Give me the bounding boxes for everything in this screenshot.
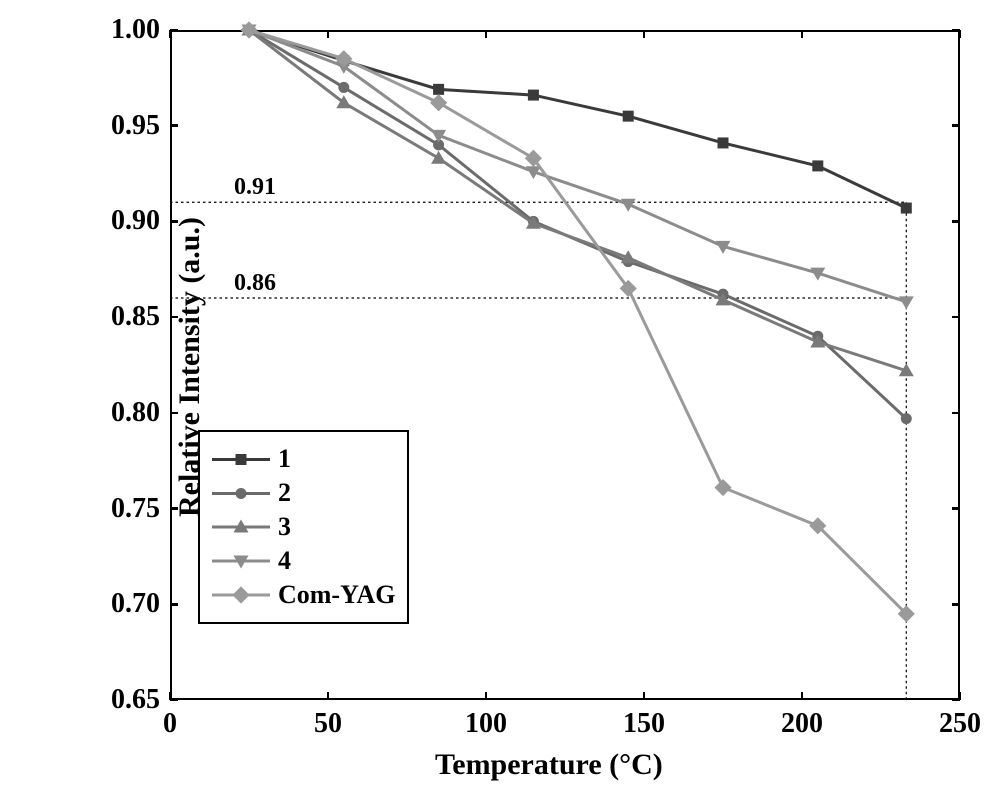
- legend-marker-icon: [212, 586, 270, 604]
- chart-container: Relative Intensity (a.u.) Temperature (°…: [0, 0, 1000, 793]
- legend-label: 2: [278, 478, 291, 508]
- x-tick-label: 200: [781, 708, 823, 740]
- x-tick-label: 100: [465, 708, 507, 740]
- y-tick: [952, 412, 960, 415]
- legend-marker-icon: [212, 552, 270, 570]
- y-tick: [170, 124, 178, 127]
- reference-line-label: 0.86: [234, 270, 276, 297]
- x-tick-label: 50: [314, 708, 342, 740]
- legend-item: 2: [212, 478, 395, 508]
- y-tick: [952, 603, 960, 606]
- y-tick: [170, 29, 178, 32]
- y-tick-label: 0.95: [111, 110, 160, 142]
- y-tick: [952, 29, 960, 32]
- x-tick-label: 250: [939, 708, 981, 740]
- x-tick: [801, 30, 804, 38]
- legend-marker-icon: [212, 451, 270, 468]
- legend-box: 1 2 3 4 Com-YAG: [198, 430, 409, 624]
- y-tick: [952, 124, 960, 127]
- y-tick-label: 0.90: [111, 205, 160, 237]
- y-tick-label: 0.65: [111, 684, 160, 716]
- x-tick: [643, 30, 646, 38]
- y-tick: [952, 699, 960, 702]
- x-tick: [485, 30, 488, 38]
- legend-label: 1: [278, 444, 291, 474]
- y-tick: [952, 220, 960, 223]
- y-tick: [952, 316, 960, 319]
- legend-label: 3: [278, 512, 291, 542]
- legend-item: Com-YAG: [212, 580, 395, 610]
- x-tick-label: 150: [623, 708, 665, 740]
- legend-marker-icon: [212, 518, 270, 536]
- y-tick: [170, 220, 178, 223]
- legend-item: 1: [212, 444, 395, 474]
- y-tick-label: 0.70: [111, 588, 160, 620]
- x-tick: [327, 30, 330, 38]
- x-tick-label: 0: [163, 708, 177, 740]
- x-tick: [643, 692, 646, 700]
- x-tick: [801, 692, 804, 700]
- y-tick: [170, 316, 178, 319]
- y-tick: [170, 507, 178, 510]
- y-tick: [952, 507, 960, 510]
- y-tick: [170, 412, 178, 415]
- x-tick: [327, 692, 330, 700]
- legend-label: Com-YAG: [278, 580, 395, 610]
- reference-line-label: 0.91: [234, 174, 276, 201]
- legend-item: 4: [212, 546, 395, 576]
- y-tick-label: 1.00: [111, 14, 160, 46]
- y-tick-label: 0.75: [111, 493, 160, 525]
- legend-item: 3: [212, 512, 395, 542]
- legend-marker-icon: [212, 485, 270, 502]
- y-tick-label: 0.80: [111, 397, 160, 429]
- x-tick: [485, 692, 488, 700]
- y-tick-label: 0.85: [111, 301, 160, 333]
- y-tick: [170, 699, 178, 702]
- legend-label: 4: [278, 546, 291, 576]
- y-tick: [170, 603, 178, 606]
